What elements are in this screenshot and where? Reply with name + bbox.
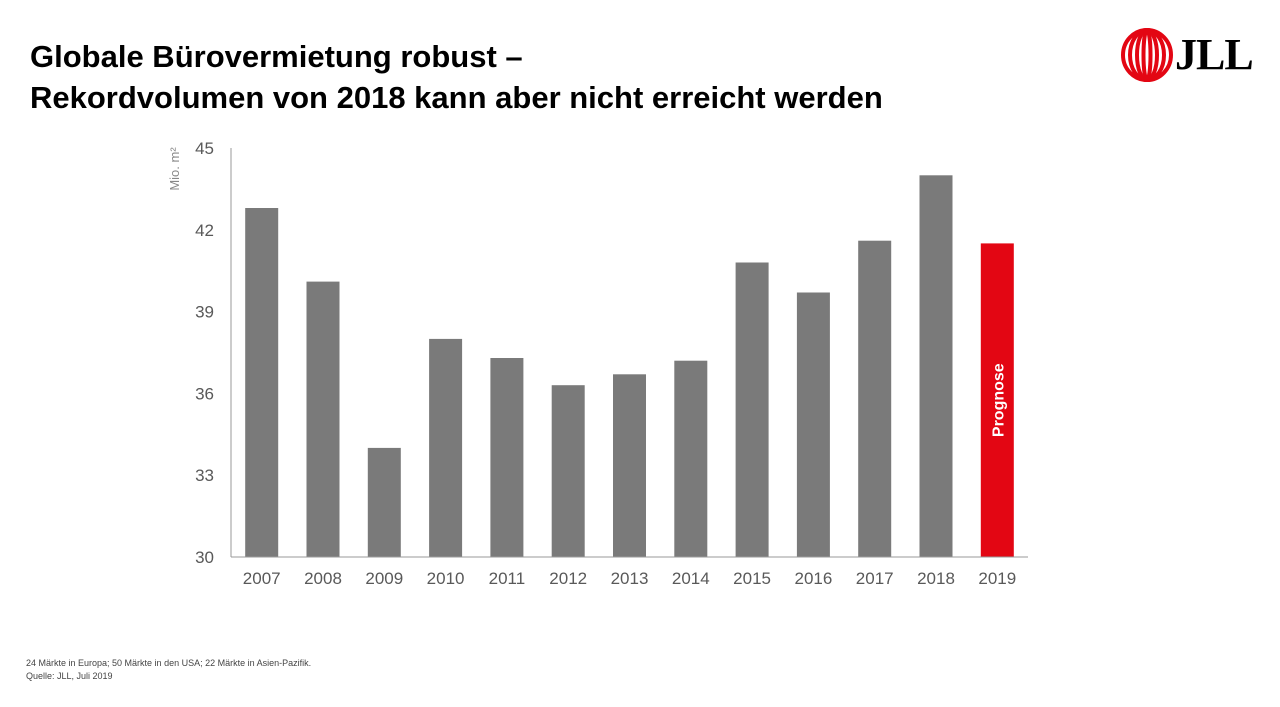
bar-2008: [306, 281, 340, 557]
x-tick-label: 2015: [733, 569, 771, 588]
x-tick-labels: 2007 2008 2009 2010 2011 2012 2013 2014 2015 2016…: [243, 569, 1016, 588]
title-line-1: Globale Bürovermietung robust –: [30, 39, 523, 74]
x-tick-label: 2017: [856, 569, 894, 588]
bar-2010: [429, 338, 463, 557]
bar-2012: [551, 385, 585, 557]
x-tick-label: 2009: [365, 569, 403, 588]
bar-2016: [796, 292, 830, 557]
x-tick-label: 2011: [489, 569, 526, 588]
bars-group: [245, 175, 1014, 558]
y-tick-labels: 30 33 36 39 42 45: [195, 139, 214, 567]
y-axis-label: Mio. m²: [167, 147, 182, 191]
x-tick-label: 2018: [917, 569, 955, 588]
bar-2017: [858, 240, 892, 557]
bar-2013: [613, 374, 646, 557]
forecast-label: Prognose: [990, 363, 1007, 437]
jll-mark-icon: [1121, 28, 1173, 82]
bar-2014: [674, 360, 708, 557]
y-tick-label: 45: [195, 139, 214, 158]
x-tick-label: 2013: [611, 569, 649, 588]
x-tick-label: 2014: [672, 569, 710, 588]
footer-markets-note: 24 Märkte in Europa; 50 Märkte in den US…: [26, 658, 312, 668]
footer-notes: 24 Märkte in Europa; 50 Märkte in den US…: [26, 657, 311, 683]
x-tick-label: 2007: [243, 569, 281, 588]
page-title: Globale Bürovermietung robust – Rekordvo…: [30, 36, 883, 118]
bar-2018: [919, 175, 953, 558]
bar-2011: [490, 358, 524, 557]
bar-2007: [245, 208, 279, 557]
bar-2019: [980, 243, 1014, 557]
x-tick-label: 2010: [427, 569, 465, 588]
bar-2015: [735, 262, 769, 557]
y-tick-label: 42: [195, 221, 214, 240]
y-tick-label: 39: [195, 303, 214, 322]
bar-2009: [367, 447, 401, 557]
y-tick-label: 30: [195, 548, 214, 567]
x-tick-label: 2012: [549, 569, 587, 588]
y-tick-label: 36: [195, 384, 214, 403]
logo-text: JLL: [1175, 30, 1254, 79]
x-tick-label: 2008: [304, 569, 342, 588]
x-tick-label: 2016: [794, 569, 832, 588]
title-line-2: Rekordvolumen von 2018 kann aber nicht e…: [30, 80, 883, 115]
x-tick-label: 2019: [978, 569, 1016, 588]
jll-logo: [1121, 28, 1173, 82]
footer-source: Quelle: JLL, Juli 2019: [26, 671, 113, 681]
y-tick-label: 33: [195, 466, 214, 485]
